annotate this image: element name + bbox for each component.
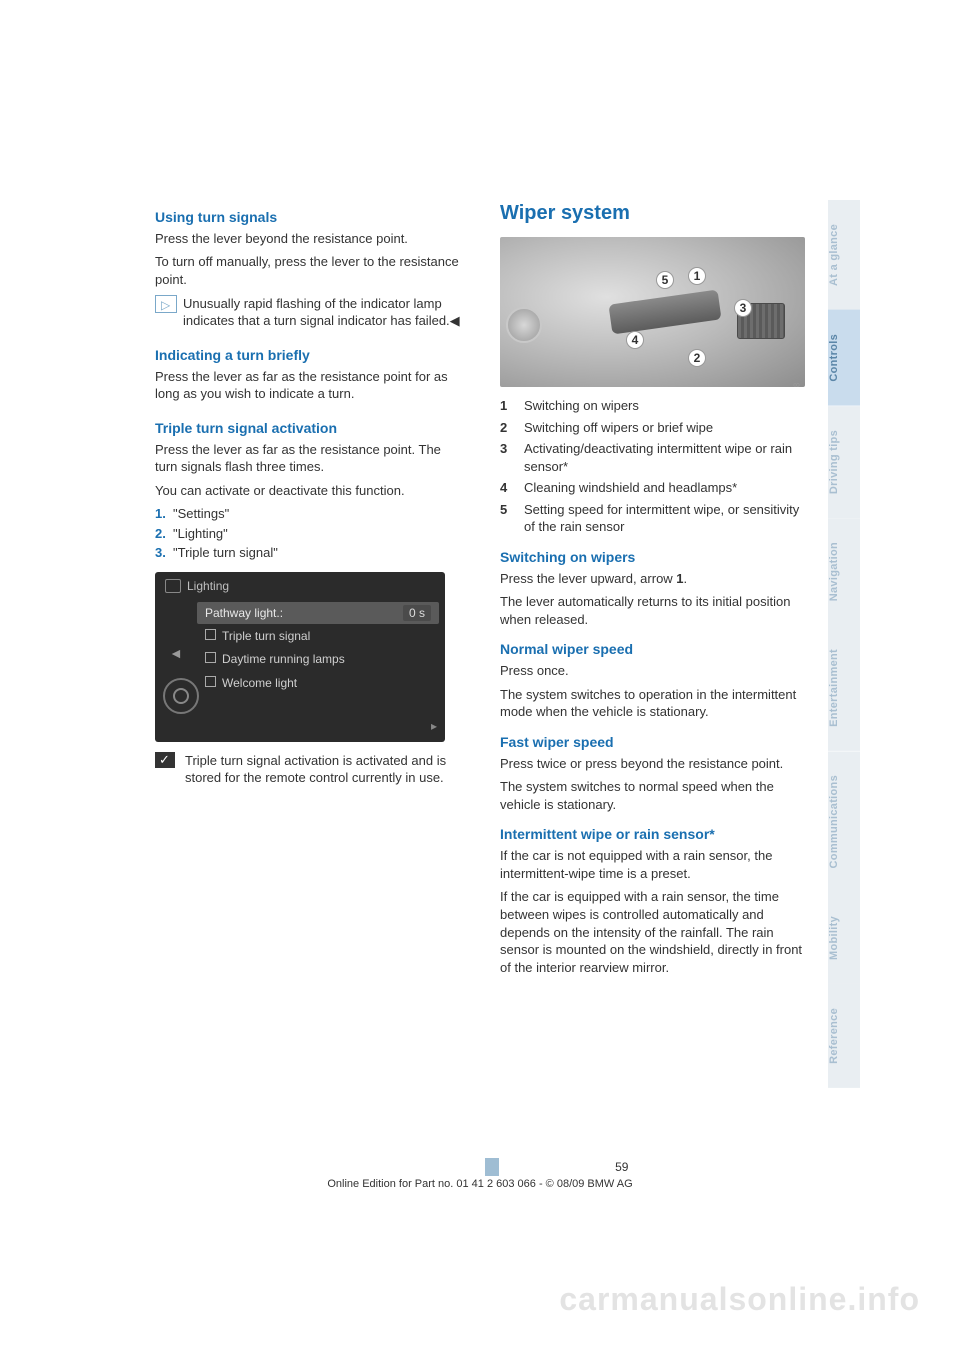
def-row: 3Activating/deactivating intermittent wi… xyxy=(500,440,805,475)
screenshot-row: Daytime running lamps xyxy=(197,648,439,670)
right-arrow-icon: ▸ xyxy=(431,718,437,734)
def-row: 4Cleaning windshield and headlamps* xyxy=(500,479,805,497)
note-icon xyxy=(155,295,177,313)
left-column: Using turn signals Press the lever beyon… xyxy=(155,200,460,982)
left-arrow-icon: ◄ xyxy=(169,644,183,663)
screenshot-row: Welcome light xyxy=(197,672,439,694)
para: Press the lever as far as the resistance… xyxy=(155,368,460,403)
watermark: carmanualsonline.info xyxy=(559,1281,920,1318)
heading-wiper-system: Wiper system xyxy=(500,200,805,227)
step-text: "Settings" xyxy=(173,506,229,521)
diagram-label-5: 5 xyxy=(656,271,674,289)
heading-triple: Triple turn signal activation xyxy=(155,419,460,438)
tab-controls[interactable]: Controls xyxy=(828,310,860,406)
right-column: Wiper system 1 2 3 4 5 M0711298 1Switchi… xyxy=(500,200,805,982)
screenshot-header: Lighting xyxy=(155,572,445,600)
def-row: 5Setting speed for intermittent wipe, or… xyxy=(500,501,805,536)
tab-entertainment[interactable]: Entertainment xyxy=(828,625,860,751)
tab-mobility[interactable]: Mobility xyxy=(828,892,860,984)
check-note: Triple turn signal activation is activat… xyxy=(155,752,460,787)
para: Press the lever as far as the resistance… xyxy=(155,441,460,476)
page-footer: 59 Online Edition for Part no. 01 41 2 6… xyxy=(155,1158,805,1190)
diagram-label-4: 4 xyxy=(626,331,644,349)
screenshot-row-selected: Pathway light.: 0 s xyxy=(197,602,439,624)
check-note-text: Triple turn signal activation is activat… xyxy=(185,752,460,787)
def-row: 2Switching off wipers or brief wipe xyxy=(500,419,805,437)
diagram-label-2: 2 xyxy=(688,349,706,367)
page-number: 59 xyxy=(615,1160,628,1174)
def-row: 1Switching on wipers xyxy=(500,397,805,415)
para: The system switches to normal speed when… xyxy=(500,778,805,813)
bmw-logo-icon xyxy=(506,307,542,343)
wiper-stalk-shape xyxy=(608,289,721,334)
definition-list: 1Switching on wipers 2Switching off wipe… xyxy=(500,397,805,536)
lighting-icon xyxy=(165,579,181,593)
heading-normal-speed: Normal wiper speed xyxy=(500,640,805,659)
step-item: 2."Lighting" xyxy=(155,525,460,543)
step-text: "Lighting" xyxy=(173,526,228,541)
para: If the car is not equipped with a rain s… xyxy=(500,847,805,882)
footer-line: Online Edition for Part no. 01 41 2 603 … xyxy=(155,1178,805,1190)
idrive-knob-icon xyxy=(163,678,199,714)
note-text: Unusually rapid flashing of the indicato… xyxy=(183,295,460,330)
page: Using turn signals Press the lever beyon… xyxy=(0,0,960,1358)
para: Press the lever upward, arrow 1. xyxy=(500,570,805,588)
tab-communications[interactable]: Communications xyxy=(828,751,860,892)
content-columns: Using turn signals Press the lever beyon… xyxy=(155,200,805,982)
step-text: "Triple turn signal" xyxy=(173,545,278,560)
step-item: 1."Settings" xyxy=(155,505,460,523)
diagram-code: M0711298 xyxy=(792,383,803,387)
side-tabs: At a glance Controls Driving tips Naviga… xyxy=(828,200,860,1088)
para: The lever automatically returns to its i… xyxy=(500,593,805,628)
para: The system switches to operation in the … xyxy=(500,686,805,721)
para: Press the lever beyond the resistance po… xyxy=(155,230,460,248)
step-item: 3."Triple turn signal" xyxy=(155,544,460,562)
para: Press once. xyxy=(500,662,805,680)
checkmark-icon xyxy=(155,752,175,768)
wiper-diagram: 1 2 3 4 5 M0711298 xyxy=(500,237,805,387)
heading-brief: Indicating a turn briefly xyxy=(155,346,460,365)
steps-list: 1."Settings" 2."Lighting" 3."Triple turn… xyxy=(155,505,460,562)
note-block: Unusually rapid flashing of the indicato… xyxy=(155,295,460,330)
para: To turn off manually, press the lever to… xyxy=(155,253,460,288)
heading-using-turn-signals: Using turn signals xyxy=(155,208,460,227)
tab-driving-tips[interactable]: Driving tips xyxy=(828,406,860,518)
diagram-label-1: 1 xyxy=(688,267,706,285)
heading-intermittent: Intermittent wipe or rain sensor* xyxy=(500,825,805,844)
para: Press twice or press beyond the resistan… xyxy=(500,755,805,773)
heading-switching-on: Switching on wipers xyxy=(500,548,805,567)
tab-navigation[interactable]: Navigation xyxy=(828,518,860,625)
tab-at-a-glance[interactable]: At a glance xyxy=(828,200,860,310)
heading-fast-speed: Fast wiper speed xyxy=(500,733,805,752)
para: You can activate or deactivate this func… xyxy=(155,482,460,500)
idrive-screenshot: Lighting ◄ Pathway light.: 0 s Triple tu… xyxy=(155,572,445,742)
screenshot-title: Lighting xyxy=(187,578,229,594)
screenshot-row: Triple turn signal xyxy=(197,625,439,647)
page-number-bar xyxy=(485,1158,499,1176)
tab-reference[interactable]: Reference xyxy=(828,984,860,1088)
para: If the car is equipped with a rain senso… xyxy=(500,888,805,976)
screenshot-body: Pathway light.: 0 s Triple turn signal D… xyxy=(155,600,445,701)
diagram-label-3: 3 xyxy=(734,299,752,317)
